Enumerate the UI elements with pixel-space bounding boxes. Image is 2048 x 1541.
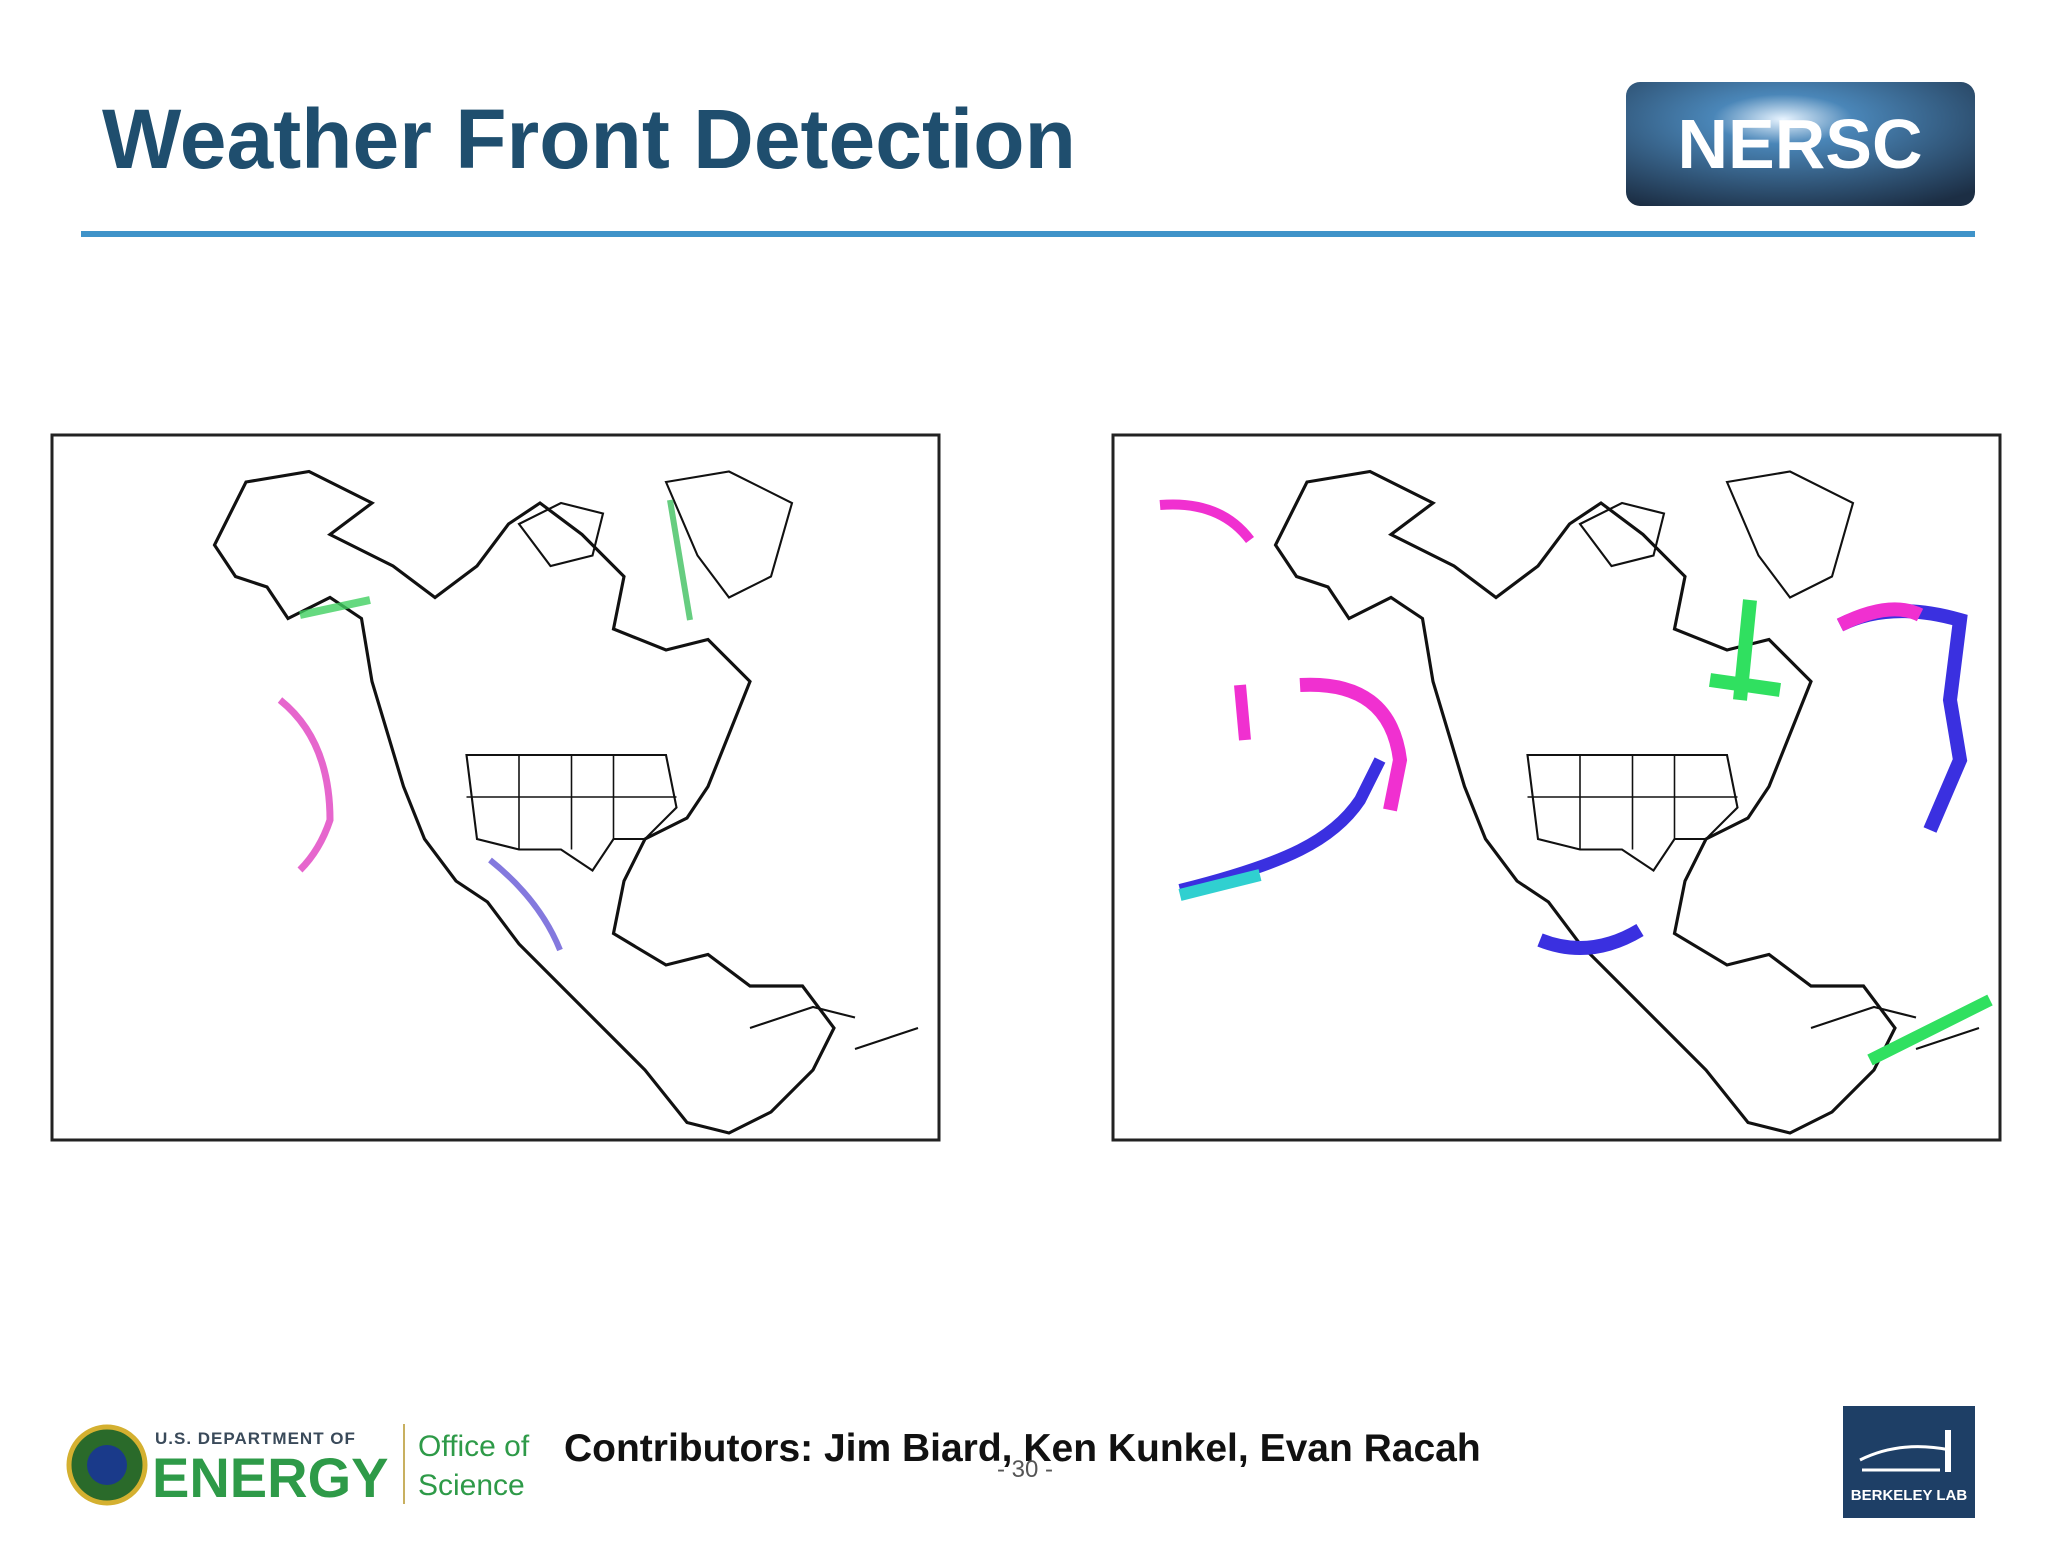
front: [1836, 602, 1924, 632]
front: [1867, 994, 1993, 1066]
map-left: [50, 433, 941, 1142]
lab-name: BERKELEY LAB: [1851, 1487, 1968, 1504]
berkeley-logo-mark: [1859, 1445, 1951, 1472]
page-number: - 30 -: [997, 1456, 1053, 1483]
nersc-logo-text: NERSC: [1677, 105, 1922, 183]
nersc-logo: NERSC: [1626, 82, 1975, 206]
map-right: [1111, 433, 2002, 1142]
map-frame: [50, 433, 941, 1142]
office-line-2: Science: [418, 1469, 525, 1502]
front: [667, 499, 693, 621]
doe-seal-center: [87, 1445, 127, 1485]
title: Weather Front Detection: [102, 92, 1076, 186]
title-rule: [81, 231, 1975, 237]
front: [488, 857, 563, 952]
berkeley-logo: BERKELEY LAB: [1843, 1406, 1975, 1518]
office-line-1: Office of: [418, 1430, 530, 1463]
map-frame: [1111, 433, 2002, 1142]
front: [277, 697, 334, 873]
front: [1178, 869, 1262, 901]
front: [1159, 499, 1254, 544]
front: [1537, 923, 1644, 955]
front: [1709, 599, 1781, 701]
doe-logo: U.S. DEPARTMENT OF ENERGY Office of Scie…: [66, 1424, 530, 1509]
doe-divider: [403, 1424, 405, 1504]
berkeley-logo-bg: [1843, 1406, 1975, 1518]
doe-main: ENERGY: [152, 1446, 389, 1509]
front: [1299, 677, 1408, 812]
berkeley-logo-tower: [1945, 1430, 1951, 1472]
front: [299, 596, 371, 619]
contributors: Contributors: Jim Biard, Ken Kunkel, Eva…: [564, 1427, 1481, 1470]
nersc-logo-bg: [1626, 82, 1975, 206]
doe-top: U.S. DEPARTMENT OF: [155, 1429, 356, 1448]
front: [1234, 684, 1251, 741]
